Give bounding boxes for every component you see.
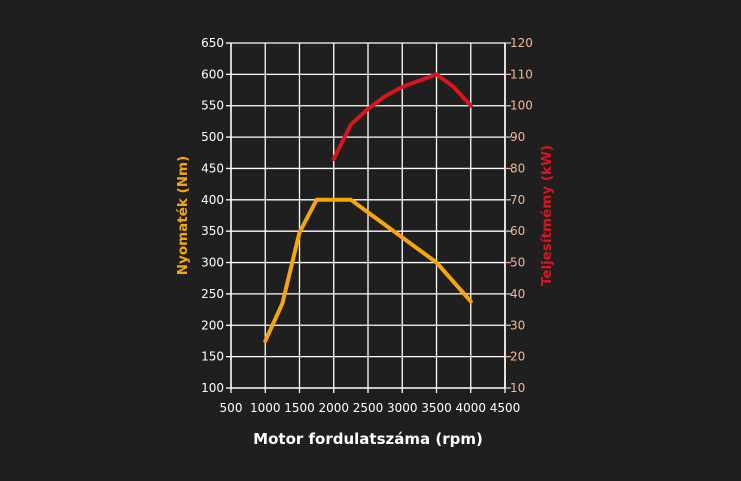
- x-tick-label: 4000: [455, 401, 486, 415]
- power-series-line: [331, 72, 473, 161]
- right-axis-label: Teljesítmémy (kW): [539, 145, 555, 286]
- x-tick-label: 4500: [490, 401, 521, 415]
- left-tick-label: 600: [201, 67, 224, 81]
- left-tick-label: 500: [201, 130, 224, 144]
- left-tick-label: 550: [201, 99, 224, 113]
- x-tick-label: 2000: [318, 401, 349, 415]
- left-tick-label: 100: [201, 381, 224, 395]
- right-tick-label: 50: [510, 256, 525, 270]
- left-axis-label: Nyomaték (Nm): [175, 156, 191, 276]
- right-tick-label: 80: [510, 161, 525, 175]
- right-tick-label: 30: [510, 318, 525, 332]
- left-tick-label: 150: [201, 350, 224, 364]
- right-axis-ticks: 10 20 30 40 50 60 70 80 90 100 110 120: [505, 36, 533, 395]
- left-tick-label: 450: [201, 161, 224, 175]
- left-tick-label: 350: [201, 224, 224, 238]
- left-tick-label: 300: [201, 256, 224, 270]
- grid-lines: [231, 42, 506, 388]
- x-tick-label: 500: [220, 401, 243, 415]
- x-tick-label: 3500: [421, 401, 452, 415]
- right-tick-label: 110: [510, 67, 533, 81]
- left-tick-label: 200: [201, 318, 224, 332]
- right-tick-label: 120: [510, 36, 533, 50]
- left-tick-label: 250: [201, 287, 224, 301]
- x-tick-label: 2500: [353, 401, 384, 415]
- left-tick-label: 400: [201, 193, 224, 207]
- right-tick-label: 70: [510, 193, 525, 207]
- x-axis-label: Motor fordulatszáma (rpm): [253, 430, 483, 448]
- right-tick-label: 20: [510, 350, 525, 364]
- right-tick-label: 40: [510, 287, 525, 301]
- x-tick-label: 1500: [284, 401, 315, 415]
- series-lines: [263, 72, 473, 343]
- left-axis-ticks: 100 150 200 250 300 350 400 450 500 550 600 650: [201, 36, 231, 395]
- left-tick-label: 650: [201, 36, 224, 50]
- torque-series-line: [263, 197, 473, 343]
- x-tick-label: 1000: [250, 401, 281, 415]
- x-axis-ticks: 500 1000 1500 2000 2500 3000 3500 4000 4500: [220, 388, 521, 415]
- right-tick-label: 60: [510, 224, 525, 238]
- x-tick-label: 3000: [387, 401, 418, 415]
- right-tick-label: 100: [510, 99, 533, 113]
- right-tick-label: 10: [510, 381, 525, 395]
- right-tick-label: 90: [510, 130, 525, 144]
